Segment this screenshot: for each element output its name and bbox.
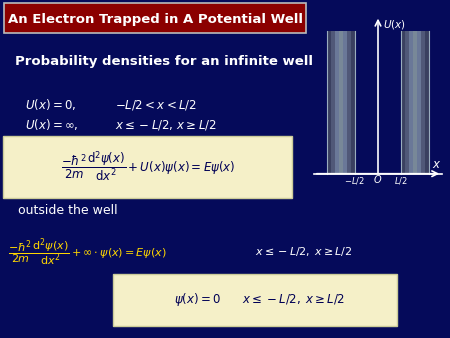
Text: $x\leq -L/2,\; x\geq L/2$: $x\leq -L/2,\; x\geq L/2$ [255,245,352,259]
Polygon shape [339,31,343,174]
Text: outside the well: outside the well [18,203,117,217]
Text: $L/2$: $L/2$ [395,175,408,186]
Polygon shape [417,31,421,174]
Text: An Electron Trapped in A Potential Well: An Electron Trapped in A Potential Well [8,14,302,26]
Text: $\dfrac{-\hbar^2}{2m}\dfrac{\mathrm{d}^2\psi(x)}{\mathrm{d}x^2}+\infty\cdot\psi(: $\dfrac{-\hbar^2}{2m}\dfrac{\mathrm{d}^2… [8,236,166,268]
Polygon shape [425,31,429,174]
Polygon shape [401,31,405,174]
Polygon shape [351,31,355,174]
Polygon shape [343,31,346,174]
Text: Probability densities for an infinite well: Probability densities for an infinite we… [15,55,313,69]
Text: $x$: $x$ [432,159,441,171]
Polygon shape [410,31,413,174]
Text: $U(x)=0,$: $U(x)=0,$ [25,97,76,113]
Polygon shape [405,31,410,174]
Text: $U(x)$: $U(x)$ [382,18,405,31]
FancyBboxPatch shape [3,136,292,198]
Text: $-L/2 < x < L/2$: $-L/2 < x < L/2$ [115,98,197,112]
Polygon shape [413,31,417,174]
Text: $x\leq -L/2,\, x\geq L/2$: $x\leq -L/2,\, x\geq L/2$ [115,118,216,132]
Text: $\dfrac{-\hbar^2}{2m}\dfrac{\mathrm{d}^2\psi(x)}{\mathrm{d}x^2}+U(x)\psi(x)=E\ps: $\dfrac{-\hbar^2}{2m}\dfrac{\mathrm{d}^2… [61,150,235,184]
Polygon shape [335,31,339,174]
FancyBboxPatch shape [113,274,397,326]
Polygon shape [421,31,425,174]
Polygon shape [327,31,331,174]
Polygon shape [331,31,335,174]
Polygon shape [346,31,351,174]
FancyBboxPatch shape [4,3,306,33]
Text: $O$: $O$ [374,173,382,186]
Text: $U(x)=\infty,$: $U(x)=\infty,$ [25,118,79,132]
Text: $-L/2$: $-L/2$ [344,175,365,186]
Text: $\psi(x)=0\qquad x\leq -L/2,\; x\geq L/2$: $\psi(x)=0\qquad x\leq -L/2,\; x\geq L/2… [175,291,346,309]
